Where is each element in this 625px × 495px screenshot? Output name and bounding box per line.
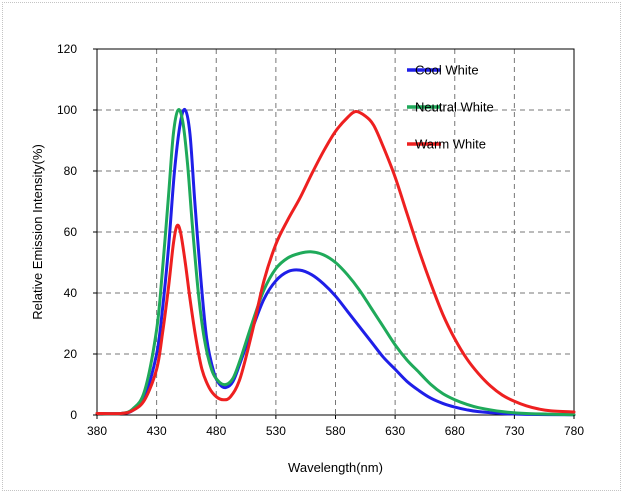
x-tick-label: 530 [266,424,286,438]
x-tick-label: 480 [206,424,226,438]
x-tick-label: 580 [325,424,345,438]
legend-label-cool-white: Cool White [415,63,479,78]
y-tick-label: 120 [57,42,77,56]
y-tick-label: 100 [57,103,77,117]
legend-label-warm-white: Warm White [415,137,486,152]
y-tick-label: 60 [64,225,78,239]
legend: Cool White Neutral White Warm White [407,63,494,152]
y-axis-ticks: 0 20 40 60 80 100 120 [57,42,97,422]
legend-label-neutral-white: Neutral White [415,100,494,115]
y-tick-label: 20 [64,347,78,361]
x-tick-label: 780 [564,424,584,438]
x-axis-label: Wavelength(nm) [288,460,383,475]
y-axis-label: Relative Emission Intensity(%) [30,144,45,320]
x-tick-label: 730 [504,424,524,438]
x-tick-label: 680 [445,424,465,438]
x-tick-label: 380 [87,424,107,438]
y-tick-label: 40 [64,286,78,300]
x-tick-label: 430 [147,424,167,438]
y-tick-label: 0 [70,408,77,422]
x-axis-ticks: 380 430 480 530 580 630 680 730 780 [87,415,584,438]
x-tick-label: 630 [385,424,405,438]
y-tick-label: 80 [64,164,78,178]
